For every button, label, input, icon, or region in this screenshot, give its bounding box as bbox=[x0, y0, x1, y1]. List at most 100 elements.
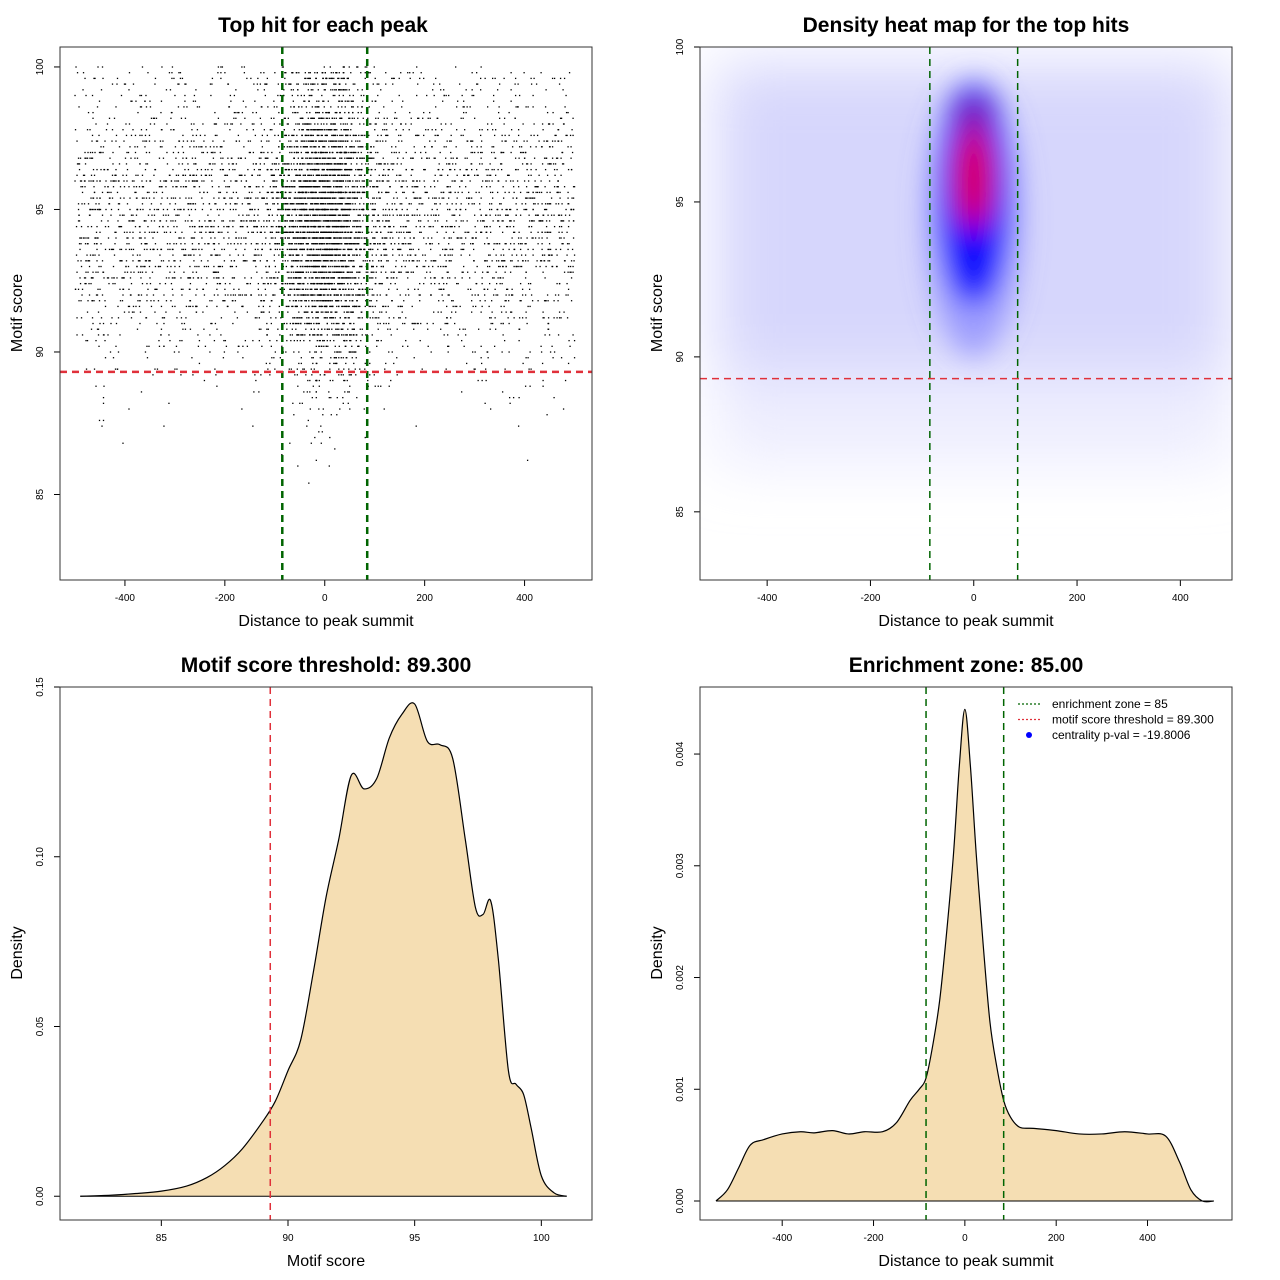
data-point bbox=[362, 288, 364, 290]
data-point bbox=[256, 83, 259, 85]
data-point bbox=[419, 282, 421, 285]
data-point bbox=[104, 248, 107, 251]
data-point bbox=[199, 134, 202, 137]
data-point bbox=[179, 72, 182, 74]
data-point bbox=[359, 288, 361, 290]
data-point bbox=[334, 180, 336, 182]
data-point bbox=[98, 254, 100, 256]
data-point bbox=[368, 231, 370, 233]
data-point bbox=[401, 180, 403, 182]
data-point bbox=[179, 77, 182, 80]
data-point bbox=[178, 72, 180, 74]
data-point bbox=[435, 214, 437, 216]
data-point bbox=[387, 168, 389, 171]
data-point bbox=[348, 151, 350, 154]
data-point bbox=[376, 231, 378, 233]
data-point bbox=[372, 186, 374, 188]
data-point bbox=[325, 208, 327, 211]
data-point bbox=[570, 168, 573, 171]
data-point bbox=[391, 100, 393, 102]
data-point bbox=[466, 168, 468, 171]
data-point bbox=[74, 288, 77, 290]
data-point bbox=[356, 396, 358, 399]
data-point bbox=[249, 203, 251, 205]
data-point bbox=[567, 265, 570, 268]
data-point bbox=[375, 186, 377, 188]
data-point bbox=[277, 168, 279, 171]
data-point bbox=[363, 214, 365, 216]
data-point bbox=[325, 265, 327, 268]
data-point bbox=[337, 191, 339, 194]
data-point bbox=[119, 334, 121, 336]
data-point bbox=[556, 157, 559, 159]
data-point bbox=[471, 237, 473, 239]
data-point bbox=[187, 163, 189, 165]
data-point bbox=[349, 180, 351, 182]
data-point bbox=[227, 83, 229, 85]
data-point bbox=[153, 123, 156, 125]
data-point bbox=[134, 151, 137, 154]
data-point bbox=[350, 243, 352, 245]
data-point bbox=[464, 157, 466, 159]
data-point bbox=[166, 208, 169, 211]
data-point bbox=[280, 214, 282, 216]
data-point bbox=[556, 254, 558, 256]
data-point bbox=[215, 277, 218, 279]
data-point bbox=[334, 214, 336, 216]
data-point bbox=[138, 237, 141, 239]
data-point bbox=[311, 94, 313, 97]
data-point bbox=[387, 220, 389, 222]
data-point bbox=[334, 225, 336, 228]
data-point bbox=[549, 191, 551, 194]
data-point bbox=[398, 254, 400, 256]
data-point bbox=[288, 231, 290, 233]
data-point bbox=[508, 294, 510, 296]
data-point bbox=[189, 174, 191, 176]
data-point bbox=[372, 311, 374, 313]
data-point bbox=[325, 111, 327, 114]
data-point bbox=[309, 163, 311, 165]
data-point bbox=[117, 317, 120, 319]
data-point bbox=[322, 129, 324, 131]
data-point bbox=[212, 243, 215, 245]
data-point bbox=[406, 214, 408, 216]
data-point bbox=[131, 311, 134, 313]
data-point bbox=[504, 140, 506, 142]
data-point bbox=[145, 94, 147, 97]
data-point bbox=[342, 288, 344, 290]
data-point bbox=[340, 265, 342, 268]
data-point bbox=[257, 89, 259, 91]
data-point bbox=[338, 334, 340, 336]
y-axis-label: Motif score bbox=[9, 274, 26, 352]
data-point bbox=[508, 111, 510, 114]
data-point bbox=[517, 265, 519, 268]
data-point bbox=[136, 157, 139, 159]
data-point bbox=[329, 214, 331, 216]
data-point bbox=[318, 237, 320, 239]
data-point bbox=[421, 157, 423, 159]
data-point bbox=[342, 191, 344, 194]
data-point bbox=[503, 77, 505, 80]
data-point bbox=[286, 180, 288, 182]
data-point bbox=[335, 322, 337, 325]
data-point bbox=[491, 277, 494, 279]
data-point bbox=[301, 254, 303, 256]
data-point bbox=[379, 225, 381, 228]
data-point bbox=[449, 163, 451, 165]
data-point bbox=[286, 163, 288, 165]
data-point bbox=[441, 197, 443, 199]
data-point bbox=[308, 322, 310, 325]
data-point bbox=[460, 208, 462, 211]
data-point bbox=[428, 225, 430, 228]
data-point bbox=[542, 379, 544, 382]
data-point bbox=[356, 180, 358, 182]
data-point bbox=[307, 89, 309, 91]
data-point bbox=[339, 254, 341, 256]
data-point bbox=[348, 391, 350, 393]
data-point bbox=[229, 220, 231, 222]
data-point bbox=[333, 191, 335, 194]
data-point bbox=[314, 231, 316, 233]
data-point bbox=[190, 208, 193, 211]
data-point bbox=[176, 180, 178, 182]
